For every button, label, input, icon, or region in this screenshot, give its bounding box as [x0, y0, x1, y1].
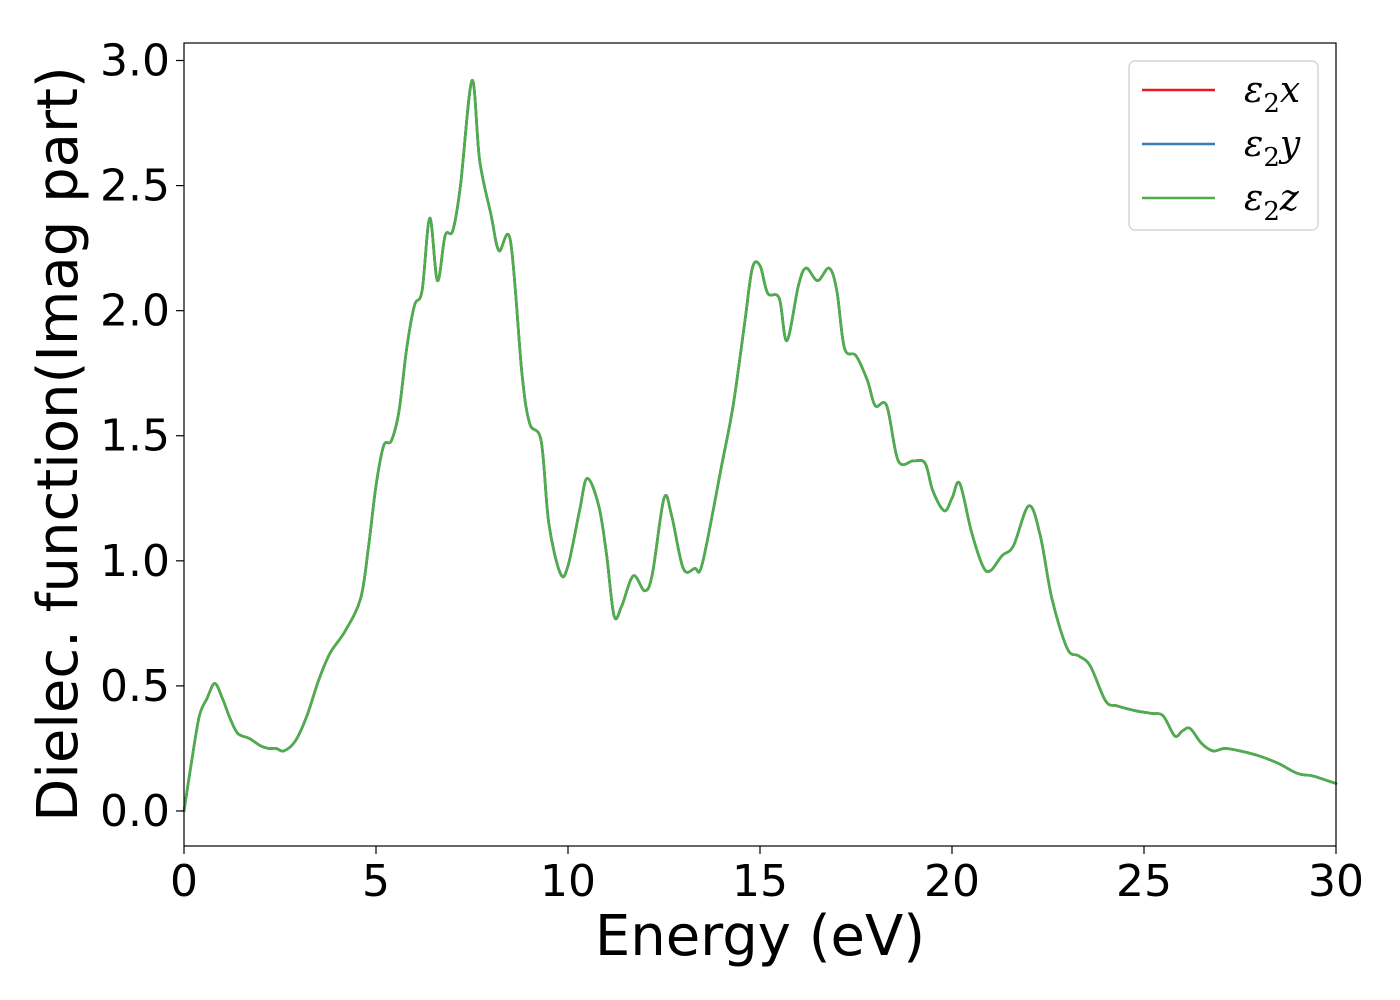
y-tick-label: 0.5: [100, 661, 170, 712]
y-tick-label: 2.0: [100, 286, 170, 337]
x-tick-label: 0: [170, 856, 198, 907]
x-tick-label: 20: [924, 856, 980, 907]
x-tick-label: 25: [1116, 856, 1172, 907]
y-tick-label: 0.0: [100, 786, 170, 837]
legend-subscript: 2: [1263, 143, 1280, 173]
legend-label-y: ε2y: [1244, 124, 1301, 173]
legend-component: x: [1280, 70, 1300, 111]
legend-component: y: [1278, 124, 1301, 165]
y-axis-title: Dielec. function(Imag part): [26, 66, 91, 822]
y-tick-label: 2.5: [100, 161, 170, 212]
x-tick-label: 15: [732, 856, 788, 907]
legend-component: z: [1279, 178, 1300, 219]
x-tick-label: 10: [540, 856, 596, 907]
series-line-z: [182, 79, 1338, 813]
legend-epsilon: ε: [1244, 124, 1263, 165]
x-axis: 0 5 10 15 20 25 30: [170, 846, 1364, 907]
y-tick-label: 3.0: [100, 36, 170, 87]
y-tick-label: 1.5: [100, 411, 170, 462]
legend-epsilon: ε: [1244, 70, 1263, 111]
y-axis: 0.0 0.5 1.0 1.5 2.0 2.5 3.0: [100, 36, 184, 837]
legend-subscript: 2: [1263, 197, 1280, 227]
legend-epsilon: ε: [1244, 178, 1263, 219]
x-axis-title: Energy (eV): [595, 904, 925, 969]
series-layer: [182, 79, 1338, 813]
x-tick-label: 5: [362, 856, 390, 907]
legend-label-x: ε2x: [1244, 70, 1300, 119]
legend-box: [1128, 60, 1319, 231]
y-tick-label: 1.0: [100, 536, 170, 587]
legend-label-z: ε2z: [1244, 178, 1300, 227]
x-tick-label: 30: [1308, 856, 1364, 907]
legend-subscript: 2: [1263, 89, 1280, 119]
